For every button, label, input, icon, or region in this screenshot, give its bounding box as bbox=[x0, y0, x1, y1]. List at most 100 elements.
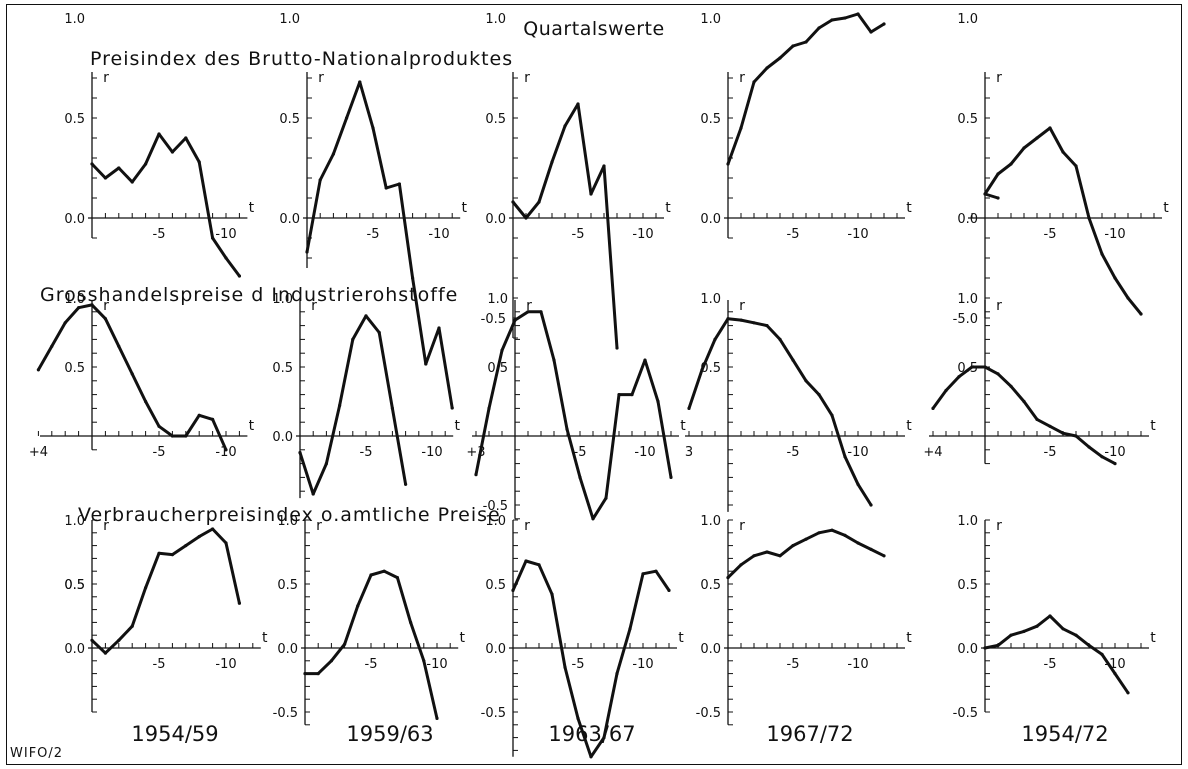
y-tick-label: 0.0 bbox=[485, 642, 506, 657]
y-axis-letter: r bbox=[739, 518, 745, 534]
data-point bbox=[669, 475, 673, 479]
data-point bbox=[563, 665, 567, 669]
x-axis-letter: t bbox=[249, 200, 255, 216]
data-point bbox=[726, 162, 730, 166]
data-point bbox=[377, 330, 381, 335]
data-point bbox=[237, 274, 241, 278]
x-tick-label: -5 bbox=[153, 227, 166, 242]
data-point bbox=[371, 126, 375, 130]
period-label-1959-63: 1959/63 bbox=[346, 722, 434, 746]
x-axis-letter: t bbox=[262, 630, 268, 646]
data-point bbox=[500, 348, 504, 352]
data-point bbox=[513, 318, 517, 322]
data-point bbox=[882, 554, 886, 558]
data-point bbox=[882, 22, 886, 26]
data-point bbox=[654, 569, 658, 573]
data-point bbox=[944, 388, 948, 393]
series-line bbox=[298, 314, 408, 496]
panel-2-4 bbox=[981, 519, 1149, 713]
data-point bbox=[1022, 399, 1026, 404]
data-point bbox=[726, 576, 730, 580]
series-line bbox=[36, 303, 228, 452]
series-line bbox=[983, 614, 1130, 695]
data-point bbox=[830, 18, 834, 22]
x-axis-letter: t bbox=[1150, 418, 1156, 434]
data-point bbox=[830, 528, 834, 532]
data-point bbox=[184, 434, 188, 438]
data-point bbox=[1061, 627, 1065, 631]
data-point bbox=[157, 551, 161, 555]
x-tick-label: -5 bbox=[367, 227, 380, 242]
series-line bbox=[983, 126, 1143, 316]
data-point bbox=[817, 393, 821, 397]
data-point bbox=[364, 314, 368, 318]
data-point bbox=[739, 126, 743, 130]
series-line bbox=[726, 528, 886, 580]
data-point bbox=[395, 576, 399, 580]
data-point bbox=[615, 672, 619, 676]
data-point bbox=[369, 573, 373, 577]
data-point bbox=[144, 586, 148, 590]
data-point bbox=[50, 344, 54, 348]
data-point bbox=[303, 672, 307, 676]
data-point bbox=[804, 379, 808, 383]
data-point bbox=[843, 455, 847, 459]
x-axis-letter: t bbox=[461, 200, 467, 216]
data-point bbox=[739, 318, 743, 322]
y-tick-label: -0.5 bbox=[696, 706, 721, 721]
data-point bbox=[1100, 455, 1104, 459]
period-label-1954-59: 1954/59 bbox=[131, 722, 219, 746]
x-tick-label: -5 bbox=[153, 445, 166, 460]
data-point bbox=[1113, 462, 1117, 466]
panel-1-4 bbox=[929, 300, 1149, 466]
x-tick-label: -10 bbox=[1104, 445, 1125, 460]
x-axis-letter: t bbox=[906, 200, 912, 216]
data-point bbox=[550, 160, 554, 164]
y-tick-label: 1.0 bbox=[64, 12, 85, 27]
data-point bbox=[604, 496, 608, 500]
data-point bbox=[117, 166, 121, 170]
data-point bbox=[765, 550, 769, 554]
y-tick-label: 0.0 bbox=[700, 642, 721, 657]
data-point bbox=[765, 324, 769, 328]
x-tick-label: -5 bbox=[1044, 227, 1057, 242]
y-tick-label: 0.0 bbox=[64, 212, 85, 227]
data-point bbox=[687, 406, 691, 410]
data-point bbox=[144, 162, 148, 166]
x-tick-label: -10 bbox=[215, 445, 236, 460]
y-tick-label: 1.0 bbox=[700, 514, 721, 529]
data-point bbox=[752, 80, 756, 84]
y-tick-label: 1.0 bbox=[487, 292, 508, 307]
data-point bbox=[856, 482, 860, 486]
data-point bbox=[1009, 384, 1013, 388]
y-axis-letter: r bbox=[524, 70, 530, 86]
series-line bbox=[305, 80, 454, 410]
y-tick-label: -0.5 bbox=[483, 499, 508, 514]
data-point bbox=[324, 462, 328, 466]
data-point bbox=[224, 448, 228, 452]
data-point bbox=[103, 317, 107, 321]
x-axis-letter: t bbox=[678, 630, 684, 646]
x-axis-letter: t bbox=[680, 418, 686, 434]
x-tick-label: -10 bbox=[632, 227, 653, 242]
x-tick-label: -5 bbox=[360, 445, 373, 460]
y-axis-letter: r bbox=[103, 70, 109, 86]
data-point bbox=[90, 162, 94, 166]
y-tick-label: 0.5 bbox=[279, 112, 300, 127]
y-tick-label: 0.5 bbox=[64, 578, 85, 593]
data-point bbox=[237, 601, 241, 605]
data-point bbox=[739, 563, 743, 567]
y-tick-label: -5.0 bbox=[953, 312, 978, 327]
x-tick-label: 3 bbox=[685, 445, 693, 460]
data-point bbox=[752, 321, 756, 325]
section-title-consumer-prices: Verbraucherpreisindex o.amtliche Preise bbox=[78, 504, 501, 526]
data-point bbox=[211, 527, 215, 531]
y-axis-letter: r bbox=[316, 518, 322, 534]
data-point bbox=[713, 337, 717, 341]
x-tick-label: -10 bbox=[847, 445, 868, 460]
panel-0-0 bbox=[88, 72, 248, 278]
data-point bbox=[996, 372, 1000, 376]
data-point bbox=[1035, 417, 1039, 421]
data-point bbox=[726, 317, 730, 321]
data-point bbox=[1035, 624, 1039, 628]
